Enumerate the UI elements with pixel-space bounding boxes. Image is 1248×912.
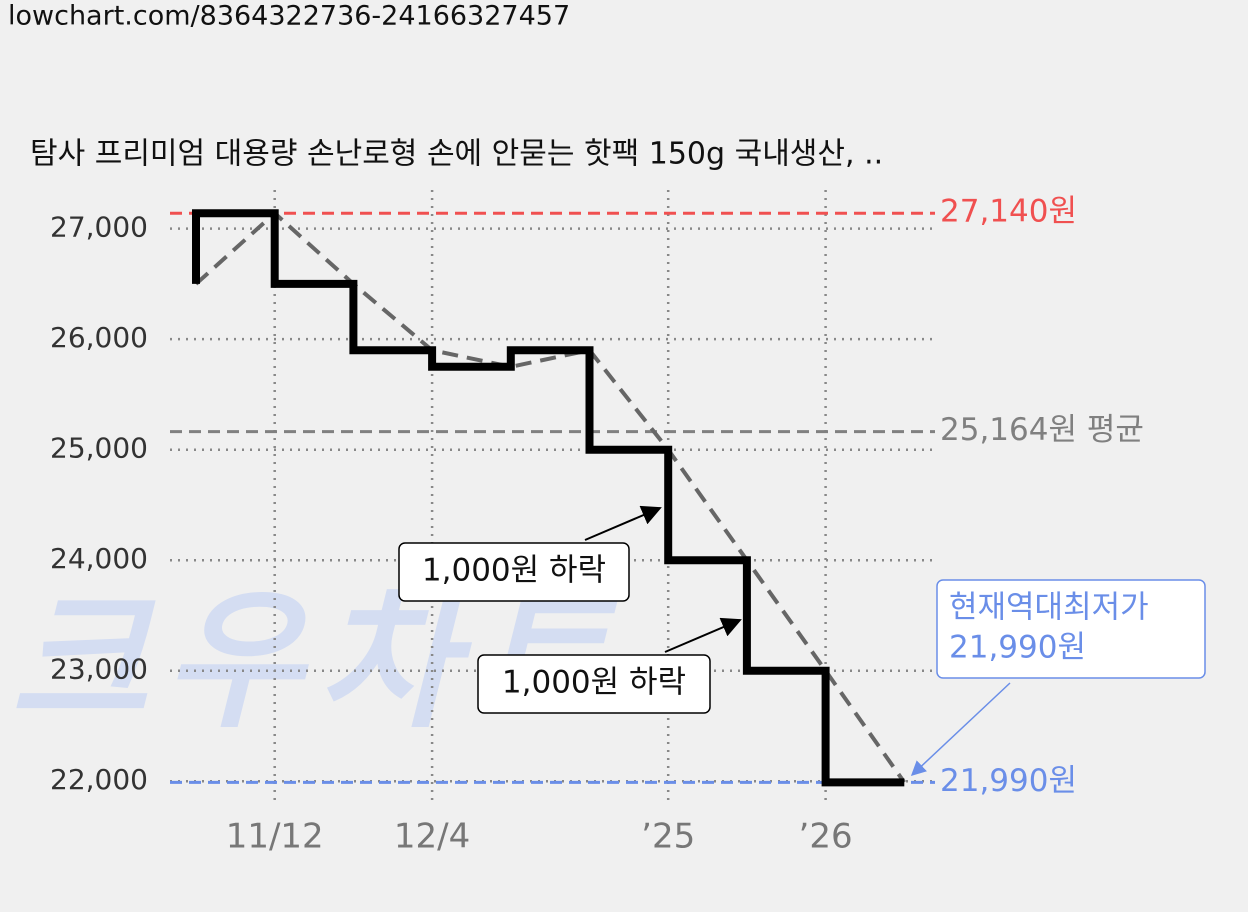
annotation-text: 현재역대최저가 bbox=[949, 590, 1149, 626]
url: lowchart.com/8364322736-24166327457 bbox=[8, 1, 570, 32]
x-tick-label: 12/4 bbox=[394, 817, 470, 857]
annotation-arrow bbox=[584, 505, 662, 541]
annotation-box bbox=[936, 579, 1206, 679]
annotation-text: 1,000원 하락 bbox=[422, 553, 606, 589]
annotation-box bbox=[477, 654, 711, 714]
annotation-box bbox=[398, 542, 630, 602]
trend-line bbox=[194, 210, 906, 784]
annotation-arrow bbox=[664, 617, 742, 653]
y-tick-label: 25,000 bbox=[50, 432, 148, 465]
x-tick-label: ’26 bbox=[799, 817, 853, 857]
reference-label: 21,990원 bbox=[940, 763, 1077, 799]
reference-label: 25,164원 평균 bbox=[940, 412, 1144, 448]
y-tick-label: 27,000 bbox=[50, 211, 148, 244]
x-tick-label: ’25 bbox=[641, 817, 695, 857]
y-tick-label: 22,000 bbox=[50, 763, 148, 796]
step-line bbox=[192, 209, 905, 787]
annotation-text: 21,990원 bbox=[949, 630, 1086, 666]
x-tick-label: 11/12 bbox=[226, 817, 324, 857]
annotation-arrow bbox=[910, 682, 1011, 777]
y-tick-label: 24,000 bbox=[50, 542, 148, 575]
y-tick-label: 26,000 bbox=[50, 321, 148, 354]
reference-label: 27,140원 bbox=[940, 194, 1077, 230]
annotation-text: 1,000원 하락 bbox=[502, 665, 686, 701]
y-tick-label: 23,000 bbox=[50, 653, 148, 686]
chart-title: 탐사 프리미엄 대용량 손난로형 손에 안묻는 핫팩 150g 국내생산, .. bbox=[30, 137, 883, 172]
